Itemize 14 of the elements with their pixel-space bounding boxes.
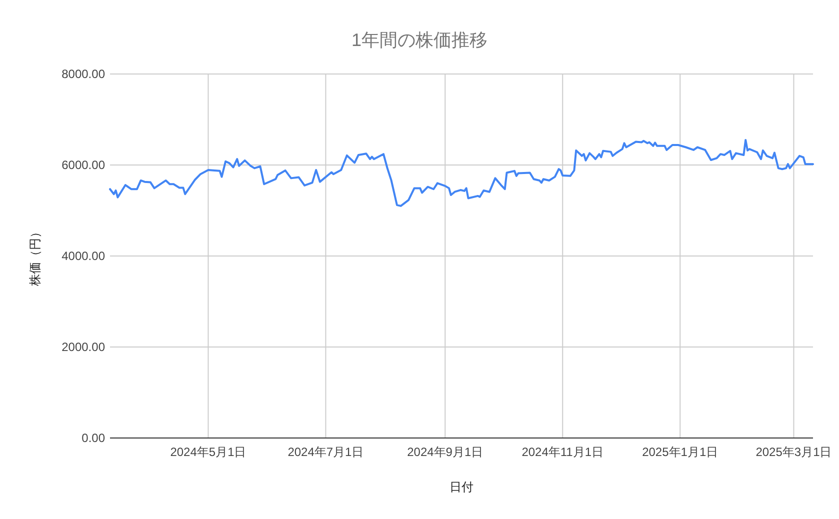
y-axis-title: 株価（円） bbox=[28, 226, 42, 287]
x-tick-label: 2024年11月1日 bbox=[522, 445, 604, 459]
y-tick-label: 6000.00 bbox=[62, 158, 106, 172]
y-tick-label: 0.00 bbox=[82, 431, 106, 445]
x-tick-label: 2024年7月1日 bbox=[288, 445, 364, 459]
y-tick-label: 8000.00 bbox=[62, 67, 106, 81]
x-tick-label: 2024年5月1日 bbox=[170, 445, 246, 459]
x-axis-title: 日付 bbox=[450, 480, 474, 494]
y-tick-label: 4000.00 bbox=[62, 249, 106, 263]
chart-title: 1年間の株価推移 bbox=[351, 30, 488, 50]
y-tick-label: 2000.00 bbox=[62, 340, 106, 354]
x-tick-label: 2024年9月1日 bbox=[407, 445, 484, 459]
x-tick-label: 2025年3月1日 bbox=[756, 445, 832, 459]
x-tick-label: 2025年1月1日 bbox=[642, 445, 718, 459]
